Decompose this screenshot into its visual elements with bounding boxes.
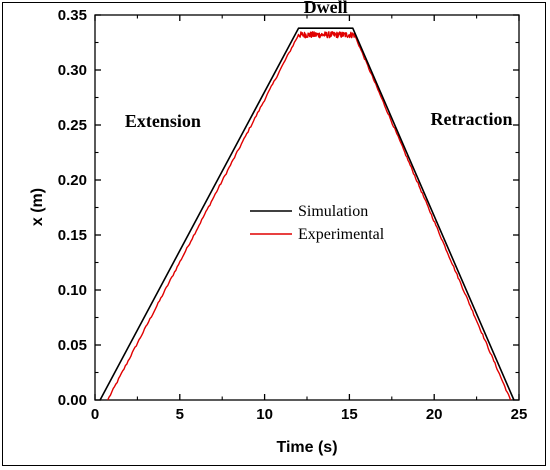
y-tick-label: 0.30 [58,62,87,79]
y-tick-label: 0.10 [58,282,87,299]
legend-label: Simulation [298,203,368,220]
x-tick-label: 15 [341,406,358,423]
series-line-simulation [99,27,515,401]
axis-ticks [94,14,520,401]
annotation-label: Dwell [304,0,348,17]
tick-labels: 0 5 10 15 20 25 0.00 0.05 0.10 0.15 0.20 0.25 0.30 0.… [58,7,528,423]
chart-annotations: Extension Dwell Retraction [125,0,513,131]
x-tick-label: 0 [91,406,99,423]
y-tick-label: 0.35 [58,7,87,24]
y-tick-label: 0.20 [58,172,87,189]
x-tick-label: 20 [426,406,443,423]
x-tick-label: 25 [511,406,528,423]
y-axis-title: x (m) [29,188,46,226]
annotation-label: Extension [125,111,201,131]
x-axis-title: Time (s) [276,439,337,456]
x-tick-label: 10 [256,406,273,423]
legend-label: Experimental [298,226,385,243]
y-tick-label: 0.15 [58,227,87,244]
series-line-experimental [107,31,512,401]
y-tick-label: 0.00 [58,392,87,409]
y-tick-label: 0.05 [58,337,87,354]
y-tick-label: 0.25 [58,117,87,134]
legend: Simulation Experimental [250,203,385,243]
x-tick-label: 5 [176,406,184,423]
series-lines [99,27,515,401]
annotation-label: Retraction [431,109,513,129]
